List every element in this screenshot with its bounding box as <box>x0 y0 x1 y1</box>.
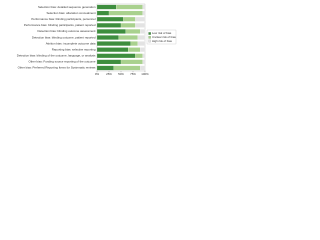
bar-segment <box>96 53 136 59</box>
x-tick-label: 100% <box>141 72 149 76</box>
bar-segment <box>123 16 136 22</box>
bar-segment <box>130 41 138 46</box>
y-tick-label: Detection bias: blinding outcome, patien… <box>32 35 96 39</box>
x-tick-label: 0% <box>95 72 100 76</box>
y-tick-label: Reporting bias: selective reporting <box>52 47 96 51</box>
y-tick-label: Selection bias: detailed sequence genera… <box>38 5 96 9</box>
bar-segment <box>96 65 114 71</box>
legend-swatch <box>148 32 151 35</box>
legend-swatch <box>148 39 151 43</box>
bar-segment <box>108 10 143 16</box>
bar-segment <box>96 4 117 10</box>
bar-segment <box>96 23 122 28</box>
x-tick-label: 75% <box>130 72 136 76</box>
bar-segment <box>96 16 124 22</box>
y-tick-label: Performance bias: blinding participants,… <box>24 23 96 27</box>
y-tick-label: Other bias: Funding source reporting of … <box>28 60 95 64</box>
legend-label: Low risk of bias <box>152 31 172 35</box>
y-tick-label: Performance bias: blinding participants,… <box>31 17 95 21</box>
x-tick-label: 25% <box>106 72 112 76</box>
legend-label: High risk of bias <box>152 39 172 43</box>
bar-segment <box>137 35 146 40</box>
bar-segment <box>137 41 146 46</box>
bar-segment <box>96 47 129 52</box>
bar-segment <box>135 53 143 59</box>
legend-frame <box>146 29 177 45</box>
bar-segment <box>116 4 143 10</box>
bar-segment <box>113 65 141 71</box>
y-tick-label: Detection bias: blinding outcome assessm… <box>37 29 95 33</box>
y-tick-label: Detection bias: blinding of the outcome,… <box>17 54 96 58</box>
bar-segment <box>96 35 119 40</box>
bar-segment <box>142 59 146 65</box>
y-tick-label: Selection bias: allocation concealment <box>46 11 95 15</box>
bar-segment <box>128 47 141 52</box>
bar-segment <box>96 59 122 65</box>
bar-segment <box>135 23 146 28</box>
chart: 0% 25% 50% 75% 100% Selection bias: detailed … <box>17 3 177 76</box>
bar-segment <box>96 41 131 46</box>
x-tick-label: 50% <box>118 72 124 76</box>
bar-segment <box>96 29 126 34</box>
bar-segment <box>140 65 146 71</box>
bar-segment <box>120 59 143 65</box>
bar-segment <box>142 10 146 16</box>
bar-segment <box>135 16 146 22</box>
legend-swatch <box>148 36 151 39</box>
bar-segment <box>125 29 141 34</box>
y-tick-label: Attrition bias: incomplete outcome data <box>46 41 96 45</box>
y-tick-label: Other bias: Preferred Reporting Items fo… <box>18 66 96 70</box>
bar-segment <box>142 53 146 59</box>
bar-segment <box>140 47 146 52</box>
bar-segment <box>120 23 136 28</box>
bar-segment <box>96 10 110 16</box>
bar-segment <box>140 29 146 34</box>
legend-label: Unclear risk of bias <box>152 35 176 39</box>
bar-segment <box>142 4 146 10</box>
bar-segment <box>118 35 138 40</box>
